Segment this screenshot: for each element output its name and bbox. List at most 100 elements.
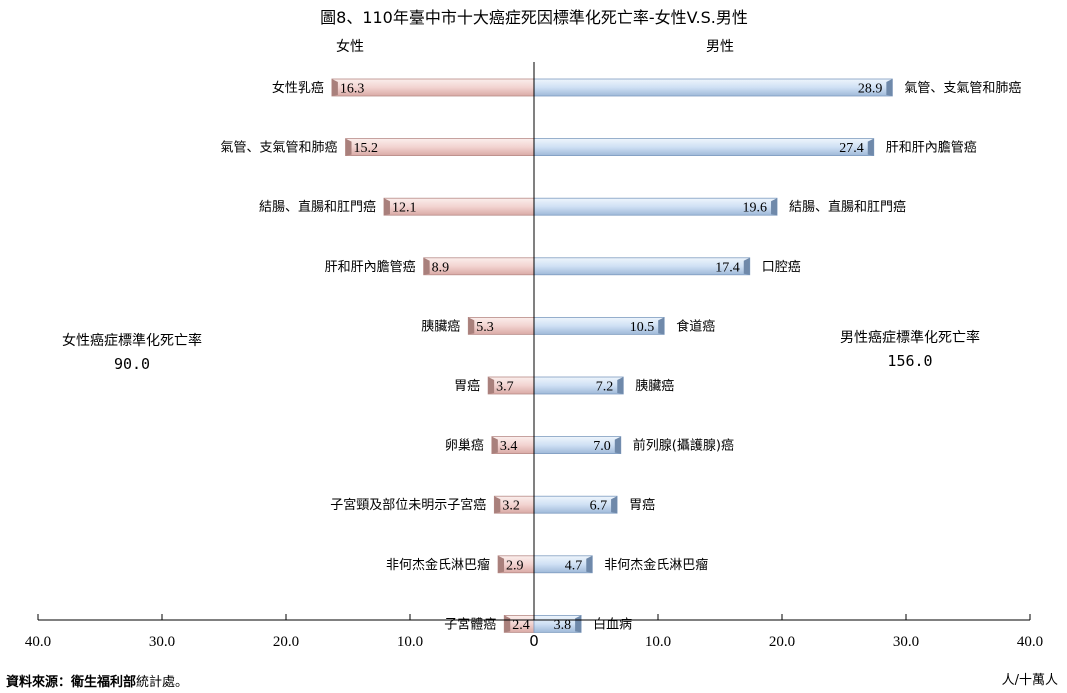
female-bar-group: 8.9 肝和肝內膽管癌 bbox=[325, 257, 535, 275]
male-bar-group: 7.0 前列腺(攝護腺)癌 bbox=[533, 436, 734, 454]
female-bar-cap bbox=[488, 377, 495, 394]
male-bar-cap bbox=[575, 615, 582, 633]
female-bar-cap bbox=[468, 317, 475, 335]
female-bar-cap bbox=[345, 138, 352, 156]
x-tick-label: 30.0 bbox=[149, 634, 175, 650]
x-tick-label: 40.0 bbox=[25, 634, 51, 650]
female-bar-group: 2.9 非何杰金氏淋巴瘤 bbox=[386, 555, 535, 573]
x-tick-label: 30.0 bbox=[893, 634, 919, 650]
source-prefix: 資料來源：衛生福利部 bbox=[6, 674, 136, 690]
female-category-label: 女性乳癌 bbox=[272, 80, 324, 96]
male-bar-cap bbox=[867, 138, 874, 156]
female-value-label: 8.9 bbox=[432, 260, 450, 275]
female-bar-group: 3.4 卵巢癌 bbox=[445, 436, 535, 454]
male-bar bbox=[533, 78, 893, 97]
male-bar-cap bbox=[743, 257, 750, 275]
female-category-label: 卵巢癌 bbox=[445, 438, 484, 454]
female-bar-cap bbox=[491, 436, 498, 454]
male-category-label: 食道癌 bbox=[676, 318, 715, 334]
x-tick-label: 10.0 bbox=[645, 634, 671, 650]
male-value-label: 7.2 bbox=[596, 380, 614, 395]
source-note: 資料來源：衛生福利部統計處。 bbox=[6, 674, 188, 690]
female-bar-cap bbox=[498, 555, 505, 573]
x-tick-label: 10.0 bbox=[397, 634, 423, 650]
female-value-label: 5.3 bbox=[476, 320, 494, 335]
male-category-label: 胃癌 bbox=[629, 497, 655, 513]
male-category-label: 前列腺(攝護腺)癌 bbox=[633, 438, 734, 454]
male-bar-group: 19.6 結腸、直腸和肛門癌 bbox=[533, 197, 906, 216]
male-bar-cap bbox=[611, 496, 618, 514]
male-category-label: 非何杰金氏淋巴瘤 bbox=[604, 557, 708, 573]
male-category-label: 氣管、支氣管和肺癌 bbox=[904, 80, 1021, 96]
chart-title: 圖8、110年臺中市十大癌症死因標準化死亡率-女性V.S.男性 bbox=[320, 8, 748, 27]
x-tick-label: 20.0 bbox=[769, 634, 795, 650]
male-bar-group: 28.9 氣管、支氣管和肺癌 bbox=[533, 78, 1021, 97]
male-bar-cap bbox=[586, 555, 593, 573]
male-bar-group: 3.8 白血病 bbox=[533, 615, 632, 633]
male-bar-group: 6.7 胃癌 bbox=[533, 495, 655, 514]
male-value-label: 17.4 bbox=[715, 260, 740, 275]
female-value-label: 3.2 bbox=[502, 499, 520, 514]
female-bar-cap bbox=[494, 496, 501, 514]
male-category-label: 肝和肝內膽管癌 bbox=[886, 140, 977, 156]
female-bar-group: 5.3 胰臟癌 bbox=[421, 316, 535, 335]
male-summary-value: 156.0 bbox=[887, 352, 932, 370]
male-bar bbox=[533, 555, 593, 574]
female-category-label: 結腸、直腸和肛門癌 bbox=[259, 199, 376, 215]
male-value-label: 19.6 bbox=[743, 201, 768, 216]
source-suffix: 統計處。 bbox=[136, 674, 188, 690]
male-bar bbox=[533, 197, 778, 216]
female-bar-group: 12.1 結腸、直腸和肛門癌 bbox=[259, 197, 535, 216]
female-bar-group: 3.7 胃癌 bbox=[454, 376, 535, 395]
female-value-label: 2.4 bbox=[512, 618, 530, 633]
female-value-label: 3.4 bbox=[500, 439, 517, 454]
female-value-label: 2.9 bbox=[506, 558, 524, 573]
male-bar bbox=[533, 138, 875, 157]
male-value-label: 4.7 bbox=[565, 558, 583, 573]
female-summary-value: 90.0 bbox=[114, 355, 150, 373]
x-tick-label: 20.0 bbox=[273, 634, 299, 650]
male-summary-label: 男性癌症標準化死亡率 bbox=[840, 329, 980, 346]
male-value-label: 27.4 bbox=[839, 141, 864, 156]
female-value-label: 15.2 bbox=[354, 141, 379, 156]
female-category-label: 肝和肝內膽管癌 bbox=[325, 259, 416, 275]
female-bar-group: 15.2 氣管、支氣管和肺癌 bbox=[221, 138, 535, 156]
male-category-label: 白血病 bbox=[593, 616, 632, 632]
unit-label: 人/十萬人 bbox=[1002, 673, 1058, 688]
female-bar-group: 2.4 子宮體癌 bbox=[444, 615, 535, 633]
male-value-label: 7.0 bbox=[593, 439, 611, 454]
female-bar-cap bbox=[383, 198, 390, 216]
male-bar-group: 4.7 非何杰金氏淋巴瘤 bbox=[533, 555, 708, 574]
male-category-label: 結腸、直腸和肛門癌 bbox=[789, 199, 906, 215]
female-category-label: 子宮頸及部位未明示子宮癌 bbox=[330, 497, 486, 513]
x-tick-label: 0 bbox=[529, 632, 539, 650]
female-category-label: 非何杰金氏淋巴瘤 bbox=[386, 557, 490, 573]
female-bar-group: 16.3 女性乳癌 bbox=[272, 78, 535, 97]
male-value-label: 3.8 bbox=[554, 618, 572, 633]
male-bar-cap bbox=[771, 198, 778, 216]
female-bar-cap bbox=[423, 257, 430, 275]
female-category-label: 胰臟癌 bbox=[421, 318, 460, 334]
male-value-label: 28.9 bbox=[858, 82, 883, 97]
female-category-label: 氣管、支氣管和肺癌 bbox=[221, 140, 338, 156]
male-bar-group: 7.2 胰臟癌 bbox=[533, 376, 674, 395]
male-bar-cap bbox=[658, 317, 665, 335]
male-category-label: 口腔癌 bbox=[762, 259, 801, 275]
x-axis: 40.0 30.0 20.0 10.0 0 10.0 20.0 30.0 40.0 bbox=[25, 62, 1043, 650]
female-value-label: 3.7 bbox=[496, 380, 514, 395]
male-category-label: 胰臟癌 bbox=[635, 378, 674, 394]
male-value-label: 6.7 bbox=[590, 499, 608, 514]
male-value-label: 10.5 bbox=[630, 320, 655, 335]
female-category-label: 子宮體癌 bbox=[444, 616, 496, 632]
female-summary-label: 女性癌症標準化死亡率 bbox=[62, 332, 202, 349]
male-header: 男性 bbox=[706, 39, 734, 55]
female-bar-cap bbox=[331, 79, 338, 96]
male-bar-group: 17.4 口腔癌 bbox=[533, 257, 801, 275]
female-bar-group: 3.2 子宮頸及部位未明示子宮癌 bbox=[330, 495, 535, 514]
female-value-label: 16.3 bbox=[340, 82, 365, 97]
male-bar-group: 10.5 食道癌 bbox=[533, 316, 715, 335]
male-bar-group: 27.4 肝和肝內膽管癌 bbox=[533, 138, 977, 157]
male-bar-cap bbox=[886, 79, 893, 96]
female-category-label: 胃癌 bbox=[454, 378, 480, 394]
